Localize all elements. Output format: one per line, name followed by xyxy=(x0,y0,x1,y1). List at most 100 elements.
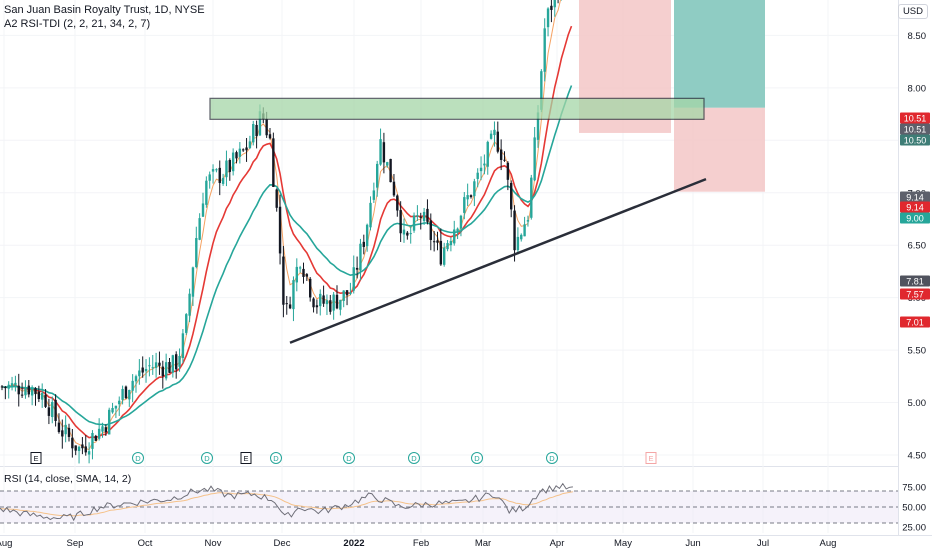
candle-body xyxy=(148,365,151,367)
candle-body xyxy=(305,274,309,277)
candle-body xyxy=(335,294,339,309)
candle-body xyxy=(191,267,195,297)
candle-body xyxy=(382,142,386,163)
rsi-tick-label: 50.00 xyxy=(902,503,926,514)
candle-body xyxy=(128,389,131,400)
panel-divider xyxy=(0,466,898,467)
candle-body xyxy=(489,133,493,139)
x-tick-label: Oct xyxy=(138,538,153,549)
candle-body xyxy=(389,158,392,183)
candle-body xyxy=(57,422,61,433)
candle-body xyxy=(506,162,510,180)
candle-body xyxy=(228,160,231,172)
x-tick-label: Aug xyxy=(820,538,837,549)
dividend-marker xyxy=(270,452,282,464)
price-tag-label: 10.50 xyxy=(904,136,927,146)
marker-letter: D xyxy=(411,454,417,463)
axis-divider xyxy=(898,0,899,535)
price-tag xyxy=(900,288,930,300)
candle-body xyxy=(476,172,479,179)
candle-body xyxy=(530,177,533,218)
marker-letter: E xyxy=(648,454,653,463)
candle-body xyxy=(215,169,218,171)
candle-body xyxy=(205,180,208,205)
candle-body xyxy=(510,182,513,210)
support-trendline xyxy=(289,177,707,344)
candle-body xyxy=(469,195,473,198)
candle-body xyxy=(238,148,242,157)
candle-body xyxy=(4,386,7,389)
marker-letter: D xyxy=(273,454,279,463)
candle-body xyxy=(41,392,44,400)
candle-body xyxy=(10,383,14,388)
position-2-target-zone xyxy=(674,0,765,108)
candle-body xyxy=(372,190,376,200)
candle-body xyxy=(550,5,553,10)
candle-body xyxy=(396,195,399,211)
candle-body xyxy=(37,391,41,400)
candle-body xyxy=(365,224,369,247)
candle-body xyxy=(483,163,486,166)
y-tick-label: 5.00 xyxy=(908,398,927,409)
candle-body xyxy=(399,210,402,234)
candle-body xyxy=(81,444,84,449)
candle-body xyxy=(513,210,516,251)
candle-body xyxy=(288,304,292,309)
dividend-marker xyxy=(471,452,483,464)
candle-body xyxy=(245,147,248,151)
x-tick-label: Dec xyxy=(274,538,291,549)
candle-body xyxy=(329,300,332,312)
candle-body xyxy=(74,445,77,451)
candle-body xyxy=(248,141,252,148)
candle-body xyxy=(295,266,298,283)
moving-averages xyxy=(1,0,573,451)
candle-body xyxy=(345,290,349,296)
candle-body xyxy=(252,124,255,143)
candle-body xyxy=(181,333,185,359)
candle-body xyxy=(258,111,262,136)
marker-letter: D xyxy=(549,454,555,463)
candle-body xyxy=(486,141,489,167)
x-tick-label: May xyxy=(614,538,632,549)
candle-body xyxy=(151,367,154,369)
candle-body xyxy=(278,206,282,254)
rsi-panel: 75.00 50.00 25.00 xyxy=(0,483,926,534)
candle-body xyxy=(406,232,409,236)
candle-body xyxy=(51,402,54,418)
candle-body xyxy=(369,202,372,228)
candle-body xyxy=(44,394,47,407)
x-tick-label: Aug xyxy=(0,538,12,549)
candle-body xyxy=(221,177,225,184)
indicator-label[interactable]: A2 RSI-TDI (2, 2, 21, 34, 2, 7) xyxy=(4,18,151,30)
price-axis: 12.5012.0011.5011.0010.5010.009.509.008.… xyxy=(900,31,930,462)
ma-fast-line xyxy=(1,0,561,451)
candle-body xyxy=(315,305,319,308)
candle-body xyxy=(104,427,108,433)
candle-body xyxy=(24,388,27,396)
rsi-label[interactable]: RSI (14, close, SMA, 14, 2) xyxy=(4,473,132,485)
candle-body xyxy=(211,169,215,172)
price-tag-label: 9.14 xyxy=(906,203,924,213)
candle-body xyxy=(392,181,396,196)
candle-body xyxy=(154,362,158,368)
candle-body xyxy=(225,160,228,178)
candle-body xyxy=(466,195,469,200)
candle-body xyxy=(493,129,496,136)
candle-body xyxy=(255,124,258,137)
candle-body xyxy=(479,167,483,172)
candle-body xyxy=(379,139,382,165)
candle-body xyxy=(312,298,315,308)
price-tag xyxy=(900,316,930,328)
currency-badge[interactable]: USD xyxy=(897,4,928,19)
candle-body xyxy=(463,197,466,213)
candle-body xyxy=(322,295,325,304)
candle-body xyxy=(319,293,322,307)
candle-body xyxy=(94,435,97,441)
x-tick-label: Jun xyxy=(685,538,700,549)
candle-body xyxy=(0,386,4,388)
candle-body xyxy=(543,28,546,72)
candle-body xyxy=(342,290,345,301)
marker-letter: D xyxy=(346,454,352,463)
